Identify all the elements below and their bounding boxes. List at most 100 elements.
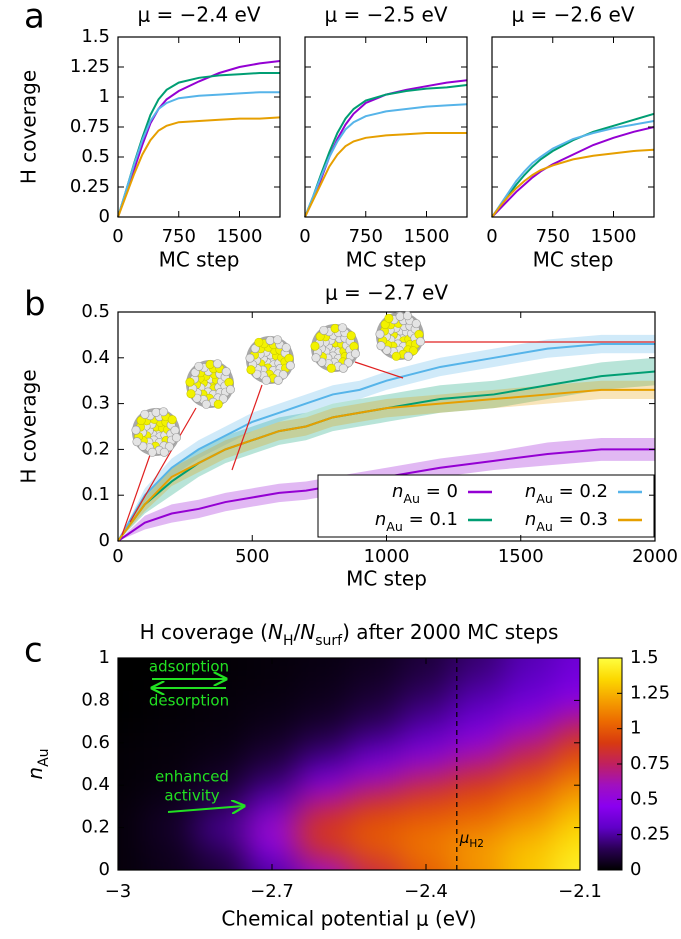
atom — [246, 365, 256, 375]
y-axis-label: H coverage — [17, 70, 41, 184]
series-line — [117, 343, 655, 542]
heatmap-cell — [195, 711, 247, 733]
heatmap-cell — [143, 817, 196, 839]
heatmap-cell — [143, 689, 196, 712]
atom — [245, 353, 255, 363]
heatmap-cell — [451, 668, 504, 691]
x-tick-label: 1500 — [498, 546, 544, 567]
heatmap-cell — [400, 732, 453, 754]
heatmap-cell — [451, 753, 504, 776]
atom — [343, 358, 353, 368]
y-tick-label: 0.5 — [81, 301, 110, 322]
atom — [346, 331, 356, 341]
colorbar-tick-label: 1.25 — [630, 682, 670, 703]
cluster-image — [375, 311, 425, 361]
legend-label: nAu = 0.2 — [525, 481, 608, 506]
atom — [218, 394, 228, 404]
error-band — [118, 380, 655, 541]
x-axis-label: MC step — [159, 248, 240, 272]
atom — [254, 337, 264, 347]
y-tick-label: 0.5 — [81, 146, 110, 167]
x-tick-label: 1000 — [364, 546, 410, 567]
annotation: desorption — [149, 692, 229, 710]
heatmap-cell — [246, 711, 299, 733]
heatmap-cell — [503, 658, 555, 670]
heatmap-cell — [451, 817, 504, 839]
y-tick-label: 1.5 — [81, 26, 110, 47]
heatmap-cell — [118, 774, 145, 797]
heatmap-cell — [400, 795, 453, 818]
y-axis-label: nAu — [23, 748, 53, 779]
heatmap-cell — [118, 668, 145, 691]
colorbar-tick-label: 0.75 — [630, 753, 670, 774]
atom — [403, 351, 413, 361]
x-tick-label: 750 — [349, 226, 383, 247]
chart-title: μ = −2.5 eV — [324, 3, 447, 27]
heatmap-cell — [118, 838, 145, 860]
x-axis-label: MC step — [346, 248, 427, 272]
error-band — [118, 357, 655, 541]
heatmap-cell — [118, 658, 145, 670]
heatmap-cell — [195, 732, 247, 754]
heatmap-cell — [554, 658, 580, 670]
atom — [140, 409, 150, 419]
heatmap-cell — [451, 795, 504, 818]
heatmap-cell — [400, 689, 453, 712]
heatmap-cell — [349, 711, 401, 733]
heatmap-cell — [349, 689, 401, 712]
series-line — [491, 112, 655, 218]
atom — [408, 346, 418, 356]
heatmap-cell — [297, 689, 350, 712]
heatmap — [118, 658, 580, 870]
heatmap-cell — [297, 859, 350, 870]
x-tick-label: −2.1 — [558, 881, 602, 902]
heatmap-cell — [246, 732, 299, 754]
heatmap-cell — [195, 774, 247, 797]
atom — [159, 407, 169, 417]
chart-title: μ = −2.4 eV — [137, 3, 260, 27]
heatmap-cell — [503, 668, 555, 691]
atom — [338, 363, 348, 373]
x-tick-label: −2.4 — [404, 881, 448, 902]
heatmap-cell — [451, 711, 504, 733]
arrow — [167, 806, 244, 812]
heatmap-cell — [143, 658, 196, 670]
y-tick-label: 0.1 — [81, 484, 110, 505]
heatmap-cell — [349, 774, 401, 797]
heatmap-cell — [195, 753, 247, 776]
legend-box — [317, 474, 655, 538]
atom — [403, 311, 413, 321]
heatmap-cell — [195, 859, 247, 870]
annotation: adsorption — [149, 658, 229, 676]
heatmap-cell — [297, 838, 350, 860]
y-tick-label: 0.2 — [81, 817, 110, 838]
atom — [281, 343, 291, 353]
connector — [129, 407, 197, 523]
heatmap-cell — [554, 774, 580, 797]
heatmap-cell — [503, 732, 555, 754]
heatmap-cell — [451, 859, 504, 870]
atom — [221, 367, 231, 377]
heatmap-cell — [554, 689, 580, 712]
heatmap-cell — [451, 732, 504, 754]
heatmap-cells — [118, 658, 580, 870]
heatmap-cell — [349, 838, 401, 860]
heatmap-cell — [451, 774, 504, 797]
panel-label: b — [24, 285, 46, 325]
heatmap-cell — [349, 753, 401, 776]
atom — [225, 385, 235, 395]
heatmap-cell — [503, 795, 555, 818]
atom — [310, 341, 320, 351]
atom — [167, 415, 177, 425]
heatmap-cell — [554, 668, 580, 691]
heatmap-cell — [118, 817, 145, 839]
heatmap-cell — [349, 732, 401, 754]
x-tick-label: 2000 — [632, 546, 678, 567]
atom — [159, 447, 169, 457]
heatmap-cell — [246, 795, 299, 818]
series-line — [491, 148, 655, 218]
heatmap-cell — [246, 817, 299, 839]
atom — [205, 359, 215, 369]
heatmap-cell — [451, 689, 504, 712]
atom — [350, 349, 360, 359]
